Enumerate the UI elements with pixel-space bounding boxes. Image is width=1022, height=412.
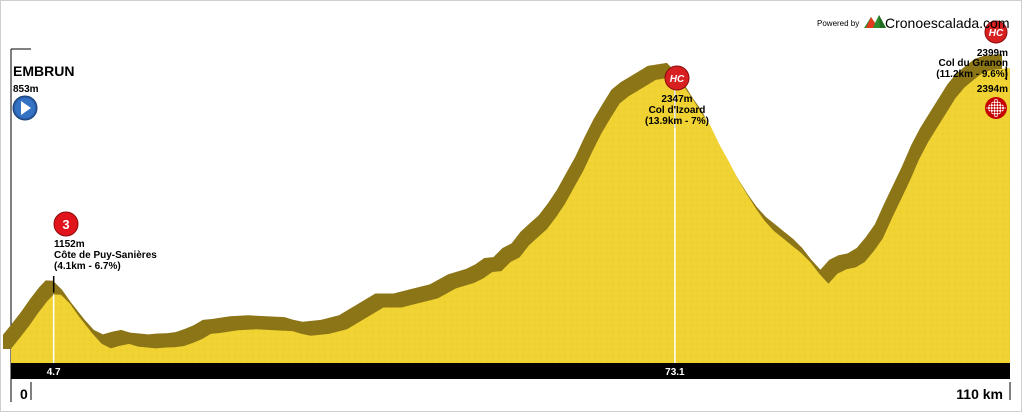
km-axis-labels: 4.7 73.1 — [47, 367, 685, 378]
climb-name: Col du Granon — [939, 58, 1008, 69]
brand-name: Cronoescalada.com — [885, 15, 1010, 31]
category-badge-text: 3 — [62, 217, 69, 232]
km-marker-label: 4.7 — [47, 367, 61, 378]
climb-altitude: 1152m — [54, 239, 85, 250]
axis-end-label: 110 km — [956, 386, 1003, 402]
mountain-logo-icon — [864, 15, 886, 28]
climb-altitude: 2347m — [661, 94, 692, 105]
axis-start-label: 0 — [20, 386, 28, 402]
branding[interactable]: Powered by Cronoescalada.com — [817, 15, 1010, 31]
climb-name: Côte de Puy-Sanières — [54, 250, 157, 261]
category-badge-text: HC — [670, 74, 685, 85]
climb-name: Col d'Izoard — [649, 105, 706, 116]
checkered-flag-icon — [985, 97, 1007, 119]
climb-stats: (4.1km - 6.7%) — [54, 261, 121, 272]
category-badge — [664, 65, 690, 91]
finish-altitude-label: 2394m — [977, 84, 1008, 95]
climb-annotation-izoard: HC 2347m Col d'Izoard (13.9km - 7%) — [645, 65, 709, 127]
start-altitude-label: 853m — [13, 84, 39, 95]
climb-stats: (13.9km - 7%) — [645, 116, 709, 127]
powered-by-label: Powered by — [817, 19, 859, 28]
start-play-icon — [12, 95, 38, 121]
climb-annotation-puy-sanieres: 3 1152m Côte de Puy-Sanières (4.1km - 6.… — [53, 211, 157, 272]
category-badge — [984, 20, 1008, 44]
climb-stats: (11.2km - 9.6%) — [936, 69, 1008, 80]
category-badge-text: HC — [989, 28, 1004, 39]
profile-texture — [11, 68, 1010, 364]
category-badge — [53, 211, 79, 237]
climb-annotation-granon: HC 2399m Col du Granon (11.2km - 9.6%) — [936, 20, 1008, 80]
climb-altitude: 2399m — [977, 48, 1008, 59]
km-axis-bar — [11, 363, 1010, 379]
km-marker-label: 73.1 — [665, 367, 685, 378]
start-town-label: EMBRUN — [13, 63, 74, 79]
